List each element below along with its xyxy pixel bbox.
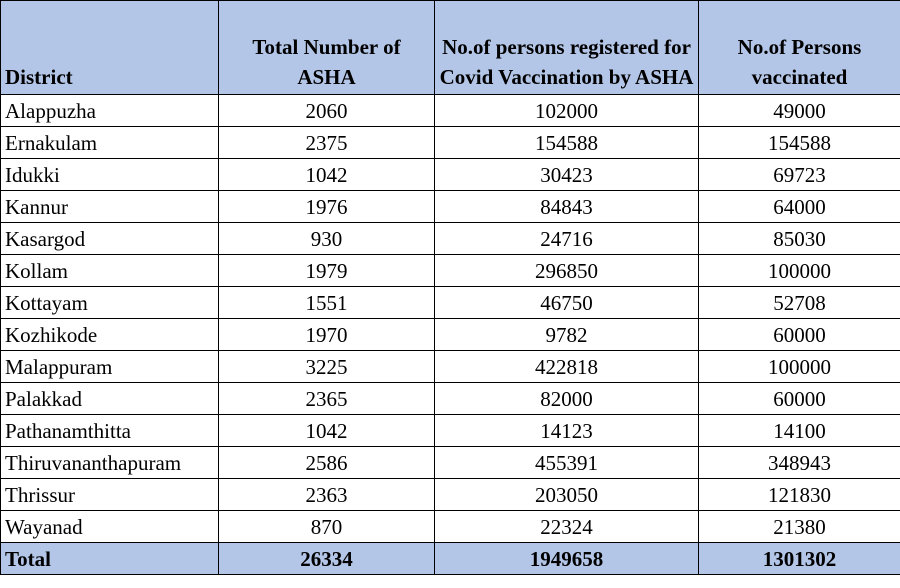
asha-count-cell: 2363 [218, 478, 435, 511]
vaccinated-cell: 100000 [698, 254, 900, 287]
district-cell: Kannur [0, 190, 219, 223]
asha-count-cell: 1979 [218, 254, 435, 287]
district-cell: Idukki [0, 158, 219, 191]
asha-count-cell: 1042 [218, 414, 435, 447]
table-row: Kozhikode 1970 9782 60000 [0, 318, 900, 351]
asha-count-cell: 1042 [218, 158, 435, 191]
district-cell: Palakkad [0, 382, 219, 415]
table-row: Kollam 1979 296850 100000 [0, 254, 900, 287]
vaccinated-cell: 21380 [698, 510, 900, 543]
district-cell: Kozhikode [0, 318, 219, 351]
table-row: Pathanamthitta 1042 14123 14100 [0, 414, 900, 447]
vaccinated-cell: 348943 [698, 446, 900, 479]
asha-count-cell: 930 [218, 222, 435, 255]
table-row: Idukki 1042 30423 69723 [0, 158, 900, 191]
vaccinated-cell: 60000 [698, 318, 900, 351]
header-vaccinated: No.of Persons vaccinated [698, 0, 900, 95]
district-cell: Wayanad [0, 510, 219, 543]
district-cell: Malappuram [0, 350, 219, 383]
registered-cell: 24716 [434, 222, 699, 255]
registered-cell: 154588 [434, 126, 699, 159]
vaccinated-cell: 154588 [698, 126, 900, 159]
vaccinated-cell: 100000 [698, 350, 900, 383]
vaccinated-cell: 49000 [698, 94, 900, 127]
vaccinated-cell: 64000 [698, 190, 900, 223]
vaccinated-cell: 121830 [698, 478, 900, 511]
vaccinated-cell: 69723 [698, 158, 900, 191]
vaccinated-cell: 52708 [698, 286, 900, 319]
total-row: Total 26334 1949658 1301302 [0, 542, 900, 575]
asha-vaccination-table: District Total Number of ASHA No.of pers… [0, 0, 900, 575]
asha-count-cell: 1970 [218, 318, 435, 351]
header-row: District Total Number of ASHA No.of pers… [0, 0, 900, 95]
registered-cell: 296850 [434, 254, 699, 287]
table-row: Thiruvananthapuram 2586 455391 348943 [0, 446, 900, 479]
total-vaccinated: 1301302 [698, 542, 900, 575]
header-registered: No.of persons registered for Covid Vacci… [434, 0, 699, 95]
table-row: Kannur 1976 84843 64000 [0, 190, 900, 223]
table-row: Alappuzha 2060 102000 49000 [0, 94, 900, 127]
table-row: Wayanad 870 22324 21380 [0, 510, 900, 543]
asha-count-cell: 870 [218, 510, 435, 543]
header-total-asha: Total Number of ASHA [218, 0, 435, 95]
table-row: Palakkad 2365 82000 60000 [0, 382, 900, 415]
district-cell: Pathanamthitta [0, 414, 219, 447]
table-footer: Total 26334 1949658 1301302 [0, 542, 900, 575]
district-cell: Ernakulam [0, 126, 219, 159]
table-row: Thrissur 2363 203050 121830 [0, 478, 900, 511]
table-row: Ernakulam 2375 154588 154588 [0, 126, 900, 159]
registered-cell: 9782 [434, 318, 699, 351]
registered-cell: 46750 [434, 286, 699, 319]
header-district: District [0, 0, 219, 95]
vaccinated-cell: 14100 [698, 414, 900, 447]
district-cell: Thiruvananthapuram [0, 446, 219, 479]
registered-cell: 30423 [434, 158, 699, 191]
asha-count-cell: 2375 [218, 126, 435, 159]
total-asha: 26334 [218, 542, 435, 575]
district-cell: Kollam [0, 254, 219, 287]
asha-count-cell: 2060 [218, 94, 435, 127]
table-row: Kottayam 1551 46750 52708 [0, 286, 900, 319]
registered-cell: 203050 [434, 478, 699, 511]
registered-cell: 422818 [434, 350, 699, 383]
asha-count-cell: 1976 [218, 190, 435, 223]
asha-count-cell: 2586 [218, 446, 435, 479]
district-cell: Kottayam [0, 286, 219, 319]
district-cell: Alappuzha [0, 94, 219, 127]
asha-count-cell: 3225 [218, 350, 435, 383]
registered-cell: 14123 [434, 414, 699, 447]
total-registered: 1949658 [434, 542, 699, 575]
registered-cell: 102000 [434, 94, 699, 127]
asha-count-cell: 1551 [218, 286, 435, 319]
district-cell: Kasargod [0, 222, 219, 255]
total-label: Total [0, 542, 219, 575]
registered-cell: 22324 [434, 510, 699, 543]
vaccinated-cell: 85030 [698, 222, 900, 255]
table-header: District Total Number of ASHA No.of pers… [0, 0, 900, 95]
registered-cell: 455391 [434, 446, 699, 479]
registered-cell: 82000 [434, 382, 699, 415]
registered-cell: 84843 [434, 190, 699, 223]
table-row: Malappuram 3225 422818 100000 [0, 350, 900, 383]
table-body: Alappuzha 2060 102000 49000 Ernakulam 2375 154… [0, 94, 900, 543]
table-row: Kasargod 930 24716 85030 [0, 222, 900, 255]
vaccinated-cell: 60000 [698, 382, 900, 415]
asha-count-cell: 2365 [218, 382, 435, 415]
district-cell: Thrissur [0, 478, 219, 511]
